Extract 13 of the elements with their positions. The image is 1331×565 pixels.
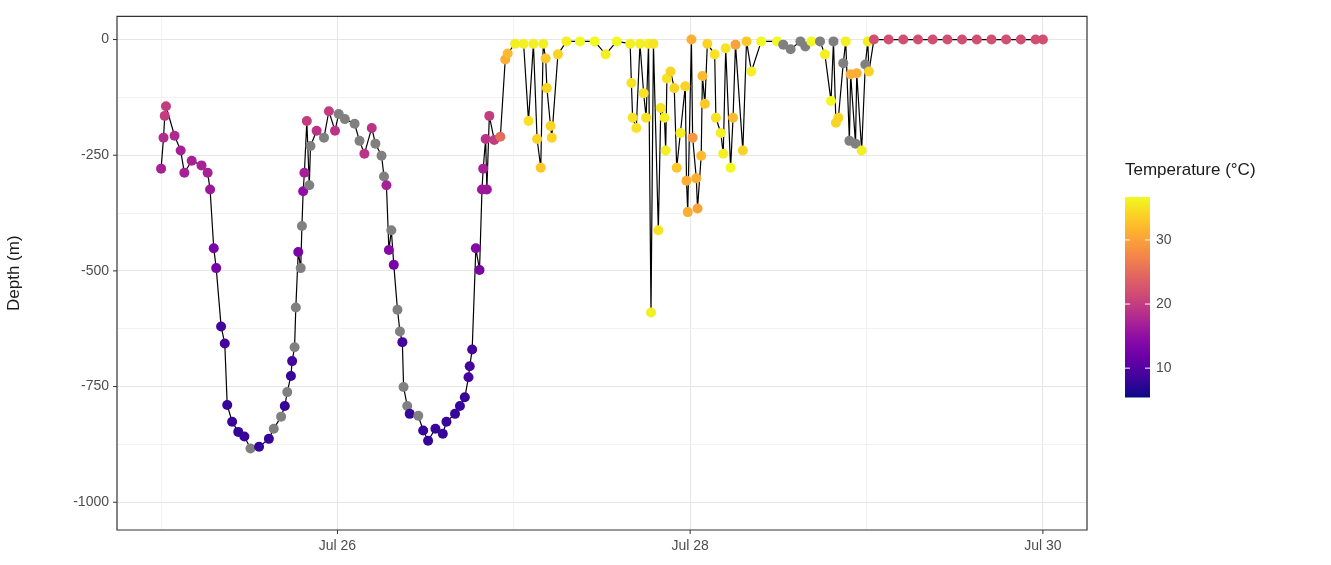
- color-bar-title: Temperature (°C): [1125, 160, 1256, 179]
- x-tick-label: Jul 26: [318, 537, 357, 554]
- y-axis-title: Depth (m): [3, 235, 23, 311]
- color-bar-label: 30: [1156, 230, 1172, 247]
- color-bar-label: 20: [1156, 294, 1172, 311]
- color-bar-label: 10: [1156, 359, 1172, 376]
- y-tick-label: 0: [101, 30, 110, 47]
- x-tick-label: Jul 28: [671, 537, 710, 554]
- y-tick-label: -750: [80, 377, 110, 394]
- x-tick-label: Jul 30: [1024, 537, 1062, 554]
- y-tick-label: -500: [80, 261, 110, 278]
- y-tick-label: -250: [80, 146, 110, 163]
- y-tick-label: -1000: [73, 493, 110, 510]
